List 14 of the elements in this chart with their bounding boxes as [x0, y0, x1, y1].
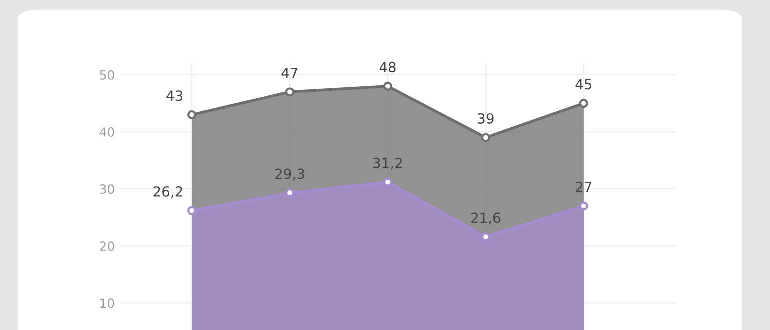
data-label: 21,6 — [471, 212, 501, 225]
data-label: 48 — [380, 62, 396, 73]
y-tick-label: 10 — [100, 298, 114, 308]
data-label: 47 — [282, 68, 298, 78]
y-tick-label: 20 — [100, 242, 114, 252]
data-label: 29,3 — [276, 168, 304, 181]
data-label: 31,2 — [374, 158, 402, 170]
data-label: 39 — [478, 113, 494, 124]
y-tick-label: 50 — [100, 70, 114, 80]
y-tick-label: 30 — [100, 184, 114, 194]
y-tick-label: 40 — [100, 128, 114, 137]
data-label: 45 — [576, 79, 592, 90]
data-label: 43 — [166, 90, 183, 102]
data-label: 26,2 — [154, 186, 182, 198]
